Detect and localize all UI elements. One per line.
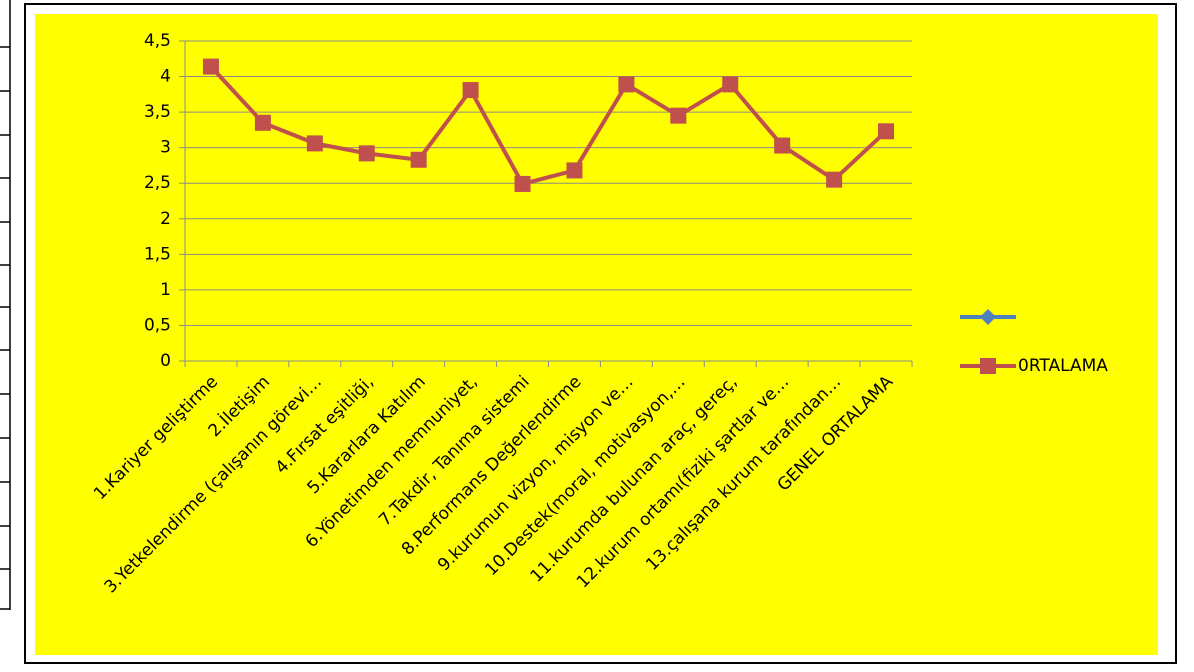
y-tick-label: 0,5: [144, 315, 171, 335]
marker: [566, 162, 583, 179]
marker: [358, 145, 375, 162]
marker: [878, 123, 895, 140]
marker: [410, 151, 427, 168]
marker: [980, 309, 996, 325]
marker: [618, 76, 635, 93]
marker: [980, 358, 996, 374]
y-tick-label: 1,5: [144, 244, 171, 264]
y-tick-label: 4,5: [144, 31, 171, 51]
series-line: [209, 65, 888, 186]
marker: [254, 114, 271, 131]
chart-area: [35, 14, 1158, 655]
y-tick-label: 1: [160, 280, 171, 300]
marker: [722, 76, 739, 93]
marker: [514, 175, 531, 192]
marker: [202, 58, 219, 75]
y-tick-label: 4: [160, 67, 171, 87]
marker: [462, 82, 479, 99]
y-tick-label: 3,5: [144, 102, 171, 122]
marker: [670, 107, 687, 124]
y-tick-label: 3: [160, 138, 171, 158]
y-tick-label: 2,5: [144, 173, 171, 193]
legend-label: 0RTALAMA: [1018, 356, 1108, 376]
sheet-lines: [0, 0, 11, 610]
marker: [306, 135, 323, 152]
marker: [826, 171, 843, 188]
marker: [774, 137, 791, 154]
y-tick-label: 2: [160, 209, 171, 229]
y-tick-label: 0: [160, 351, 171, 371]
